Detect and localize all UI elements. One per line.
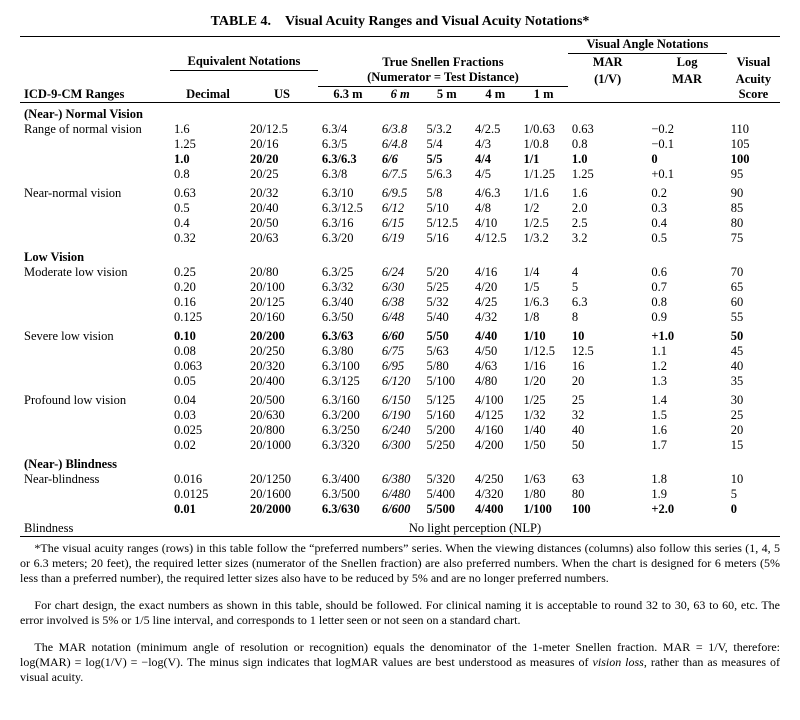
- footnote-2: For chart design, the exact numbers as s…: [20, 598, 780, 628]
- col-equiv: Equivalent Notations: [170, 54, 318, 71]
- table-row: 0.06320/3206.3/1006/955/804/631/16161.24…: [20, 359, 780, 374]
- table-row: 0.1620/1256.3/406/385/324/251/6.36.30.86…: [20, 295, 780, 310]
- footnote-1: *The visual acuity ranges (rows) in this…: [20, 541, 780, 586]
- table-row: Near-blindness0.01620/12506.3/4006/3805/…: [20, 472, 780, 487]
- col-us: US: [246, 87, 318, 103]
- table-row: 0.0220/10006.3/3206/3005/2504/2001/50501…: [20, 438, 780, 453]
- col-mar-2: (1/V): [568, 70, 647, 87]
- table-row: Profound low vision0.0420/5006.3/1606/15…: [20, 389, 780, 408]
- header-row-1: Visual Angle Notations: [20, 37, 780, 54]
- col-vas-3: Score: [727, 87, 780, 103]
- col-log-2: MAR: [647, 70, 726, 87]
- table-row: 0.0520/4006.3/1256/1205/1004/801/20201.3…: [20, 374, 780, 389]
- table-row: 0.012520/16006.3/5006/4805/4004/3201/808…: [20, 487, 780, 502]
- col-visual-angle: Visual Angle Notations: [568, 37, 727, 54]
- section-heading: Low Vision: [20, 246, 780, 265]
- header-row-4: ICD-9-CM Ranges Decimal US 6.3 m 6 m 5 m…: [20, 87, 780, 103]
- footnote-3: The MAR notation (minimum angle of resol…: [20, 640, 780, 685]
- table-title: TABLE 4. Visual Acuity Ranges and Visual…: [20, 14, 780, 30]
- section-heading: (Near-) Blindness: [20, 453, 780, 472]
- header-row-3: (Numerator = Test Distance) (1/V) MAR Ac…: [20, 70, 780, 87]
- table-row: 0.12520/1606.3/506/485/404/321/880.955: [20, 310, 780, 325]
- blindness-row: BlindnessNo light perception (NLP): [20, 517, 780, 537]
- table-row: Moderate low vision0.2520/806.3/256/245/…: [20, 265, 780, 280]
- col-4m: 4 m: [471, 87, 519, 103]
- col-vas-2: Acuity: [727, 70, 780, 87]
- header-row-2: Equivalent Notations True Snellen Fracti…: [20, 54, 780, 71]
- col-1m: 1 m: [519, 87, 567, 103]
- section-heading: (Near-) Normal Vision: [20, 103, 780, 123]
- table-row: 1.2520/166.3/56/4.85/44/31/0.80.8−0.1105: [20, 137, 780, 152]
- table-row: 0.3220/636.3/206/195/164/12.51/3.23.20.5…: [20, 231, 780, 246]
- col-5m: 5 m: [423, 87, 471, 103]
- table-row: Severe low vision0.1020/2006.3/636/605/5…: [20, 325, 780, 344]
- col-snellen: True Snellen Fractions: [318, 54, 568, 71]
- col-6m: 6 m: [378, 87, 423, 103]
- acuity-table: Visual Angle Notations Equivalent Notati…: [20, 36, 780, 537]
- table-row: 0.0120/20006.3/6306/6005/5004/4001/10010…: [20, 502, 780, 517]
- table-row: 0.2020/1006.3/326/305/254/201/550.765: [20, 280, 780, 295]
- col-vas-1: Visual: [727, 54, 780, 71]
- table-row: 0.420/506.3/166/155/12.54/101/2.52.50.48…: [20, 216, 780, 231]
- col-log-1: Log: [647, 54, 726, 71]
- table-row: 1.020/206.3/6.36/65/54/41/11.00100: [20, 152, 780, 167]
- table-row: 0.0820/2506.3/806/755/634/501/12.512.51.…: [20, 344, 780, 359]
- table-row: 0.820/256.3/86/7.55/6.34/51/1.251.25+0.1…: [20, 167, 780, 182]
- col-dec: Decimal: [170, 87, 246, 103]
- col-63m: 6.3 m: [318, 87, 378, 103]
- table-row: 0.520/406.3/12.56/125/104/81/22.00.385: [20, 201, 780, 216]
- table-row: Range of normal vision1.620/12.56.3/46/3…: [20, 122, 780, 137]
- table-row: 0.02520/8006.3/2506/2405/2004/1601/40401…: [20, 423, 780, 438]
- col-snellen-sub: (Numerator = Test Distance): [318, 70, 568, 87]
- table-row: 0.0320/6306.3/2006/1905/1604/1251/32321.…: [20, 408, 780, 423]
- col-mar-1: MAR: [568, 54, 647, 71]
- col-icd: ICD-9-CM Ranges: [20, 87, 170, 103]
- table-row: Near-normal vision0.6320/326.3/106/9.55/…: [20, 182, 780, 201]
